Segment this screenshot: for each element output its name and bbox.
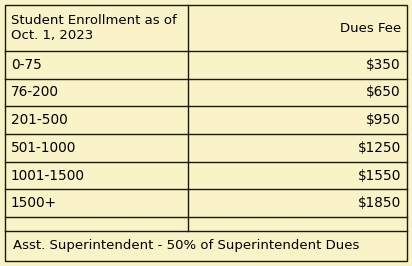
Text: Asst. Superintendent - 50% of Superintendent Dues: Asst. Superintendent - 50% of Superinten… <box>13 239 359 252</box>
Text: 0-75: 0-75 <box>11 58 42 72</box>
Text: 1500+: 1500+ <box>11 196 57 210</box>
Text: 76-200: 76-200 <box>11 85 59 99</box>
Text: $350: $350 <box>366 58 401 72</box>
Text: $1550: $1550 <box>358 168 401 182</box>
Text: Student Enrollment as of
Oct. 1, 2023: Student Enrollment as of Oct. 1, 2023 <box>11 14 177 42</box>
Text: $1850: $1850 <box>358 196 401 210</box>
Text: $650: $650 <box>366 85 401 99</box>
Text: $1250: $1250 <box>358 141 401 155</box>
Text: 501-1000: 501-1000 <box>11 141 76 155</box>
Text: 1001-1500: 1001-1500 <box>11 168 85 182</box>
Text: $950: $950 <box>366 113 401 127</box>
Text: 201-500: 201-500 <box>11 113 68 127</box>
Text: Dues Fee: Dues Fee <box>340 22 401 35</box>
